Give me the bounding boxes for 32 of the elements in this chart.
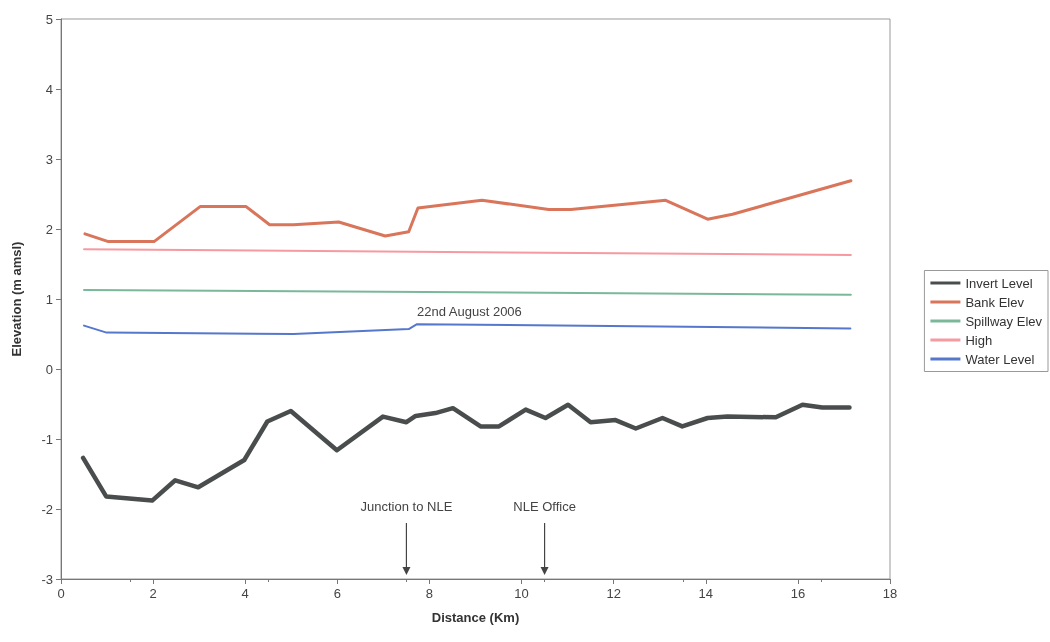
ref-line-label: NLE Office	[513, 499, 576, 514]
y-tick-label: -1	[41, 431, 53, 447]
annotation: 22nd August 2006	[417, 304, 522, 320]
y-tick-label: 3	[45, 151, 53, 167]
ref-line-label: Junction to NLE	[360, 499, 453, 514]
y-tick-label: -2	[41, 501, 53, 517]
y-tick-label: 1	[45, 291, 53, 307]
x-tick-label: 14	[698, 586, 714, 601]
legend-label: Water Level	[965, 351, 1035, 367]
y-tick-label: 0	[45, 361, 53, 377]
x-tick-label: 0	[57, 586, 65, 601]
line-series	[83, 179, 853, 244]
line-series	[80, 402, 852, 503]
y-tick-label: 5	[45, 11, 53, 27]
x-tick-label: 10	[514, 586, 529, 601]
x-axis-title: Distance (Km)	[431, 610, 520, 625]
legend-label: High	[965, 332, 993, 348]
x-tick-label: 12	[606, 586, 621, 601]
x-tick-label: 6	[333, 586, 341, 601]
x-tick-label: 4	[241, 586, 249, 601]
legend-label: Spillway Elev	[965, 313, 1043, 329]
y-tick-label: 4	[45, 81, 53, 97]
x-tick-label: 18	[882, 586, 898, 601]
x-tick-label: 16	[790, 586, 806, 601]
x-tick-label: 8	[425, 586, 434, 601]
x-tick-label: 2	[149, 586, 157, 601]
y-tick-label: -3	[41, 571, 53, 587]
line-series	[83, 323, 852, 335]
legend-label: Bank Elev	[965, 294, 1025, 310]
y-axis-title: Elevation (m amsl)	[9, 241, 24, 357]
y-tick-label: 2	[45, 221, 53, 237]
legend-label: Invert Level	[965, 275, 1033, 291]
